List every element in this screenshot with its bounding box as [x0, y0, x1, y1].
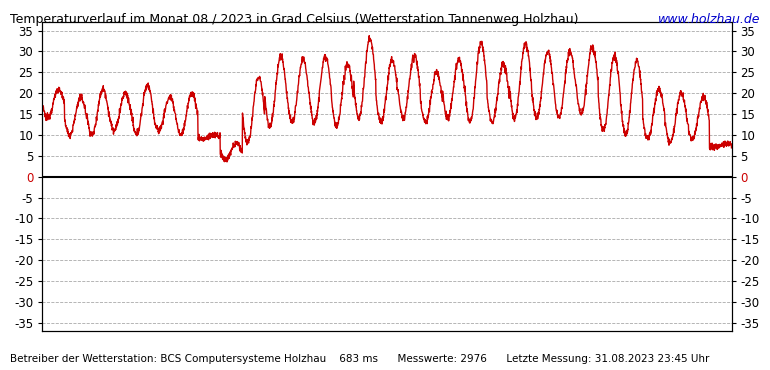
Text: www.holzhau.de: www.holzhau.de	[658, 13, 760, 26]
Text: Temperaturverlauf im Monat 08 / 2023 in Grad Celsius (Wetterstation Tannenweg Ho: Temperaturverlauf im Monat 08 / 2023 in …	[10, 13, 578, 26]
Text: Betreiber der Wetterstation: BCS Computersysteme Holzhau    683 ms      Messwert: Betreiber der Wetterstation: BCS Compute…	[10, 354, 709, 364]
